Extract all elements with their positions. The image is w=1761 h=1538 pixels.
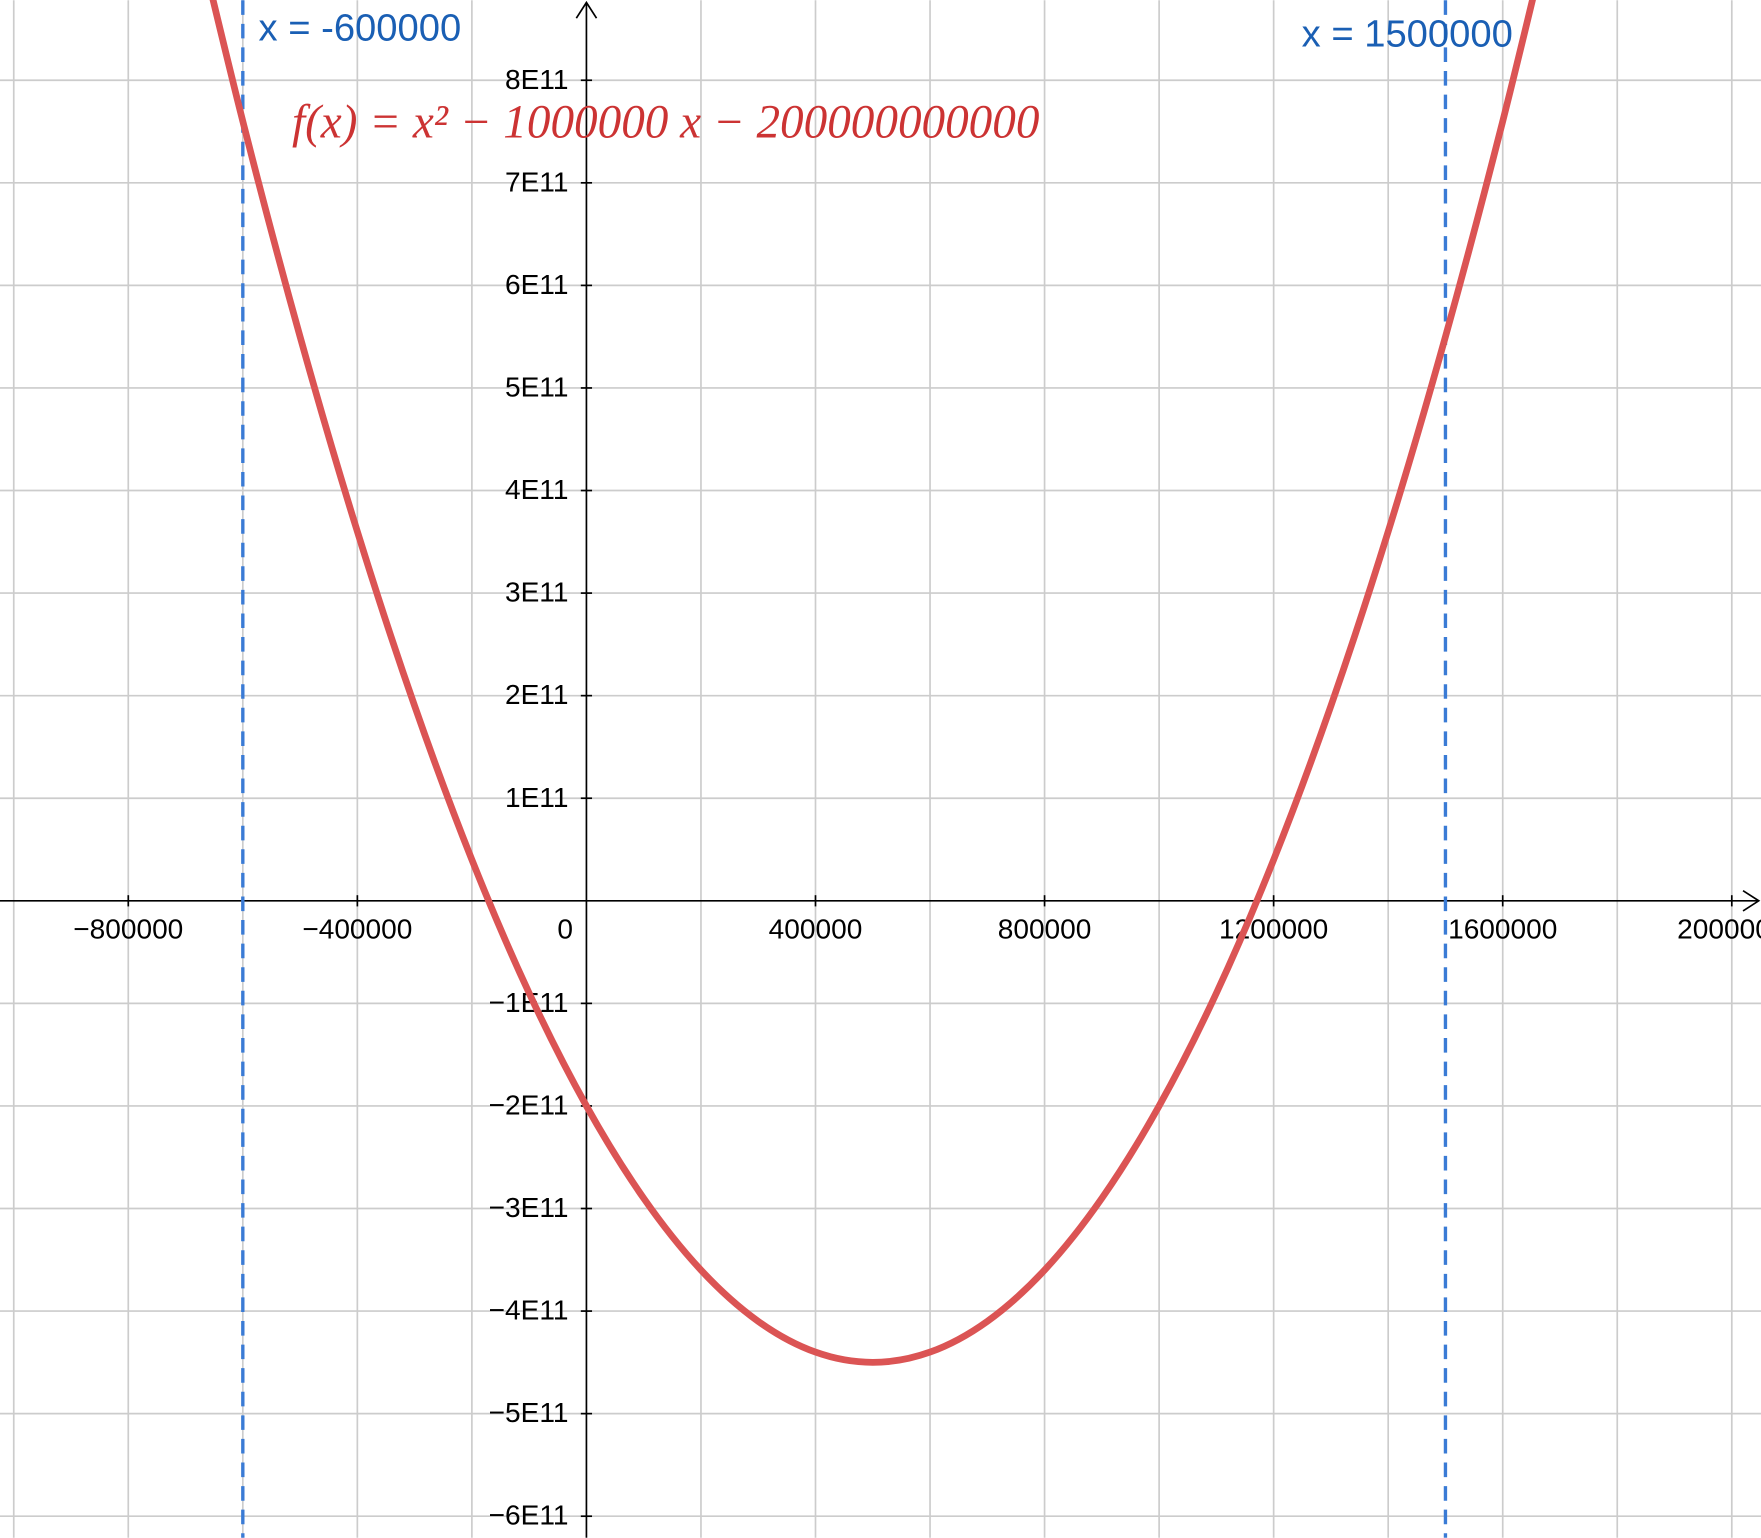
plot: x = -600000 x = 1500000 [209,0,1536,1538]
vertical-line-label: x = 1500000 [1302,12,1513,55]
y-tick-label: −3E11 [489,1192,569,1223]
y-tick-label: −2E11 [489,1089,569,1120]
vertical-line-label: x = -600000 [259,7,462,50]
x-tick-label: 1200000 [1219,914,1328,945]
x-tick-label: −800000 [73,914,183,945]
x-tick-label: 2000000 [1677,914,1761,945]
y-tick-label: 4E11 [505,474,568,505]
x-axis-arrow [1742,889,1761,912]
y-axis-arrow [575,0,598,19]
function-curve [209,0,1536,1366]
y-tick-label: −4E11 [489,1295,569,1326]
y-tick-label: 7E11 [505,166,568,197]
x-tick-label: 1600000 [1448,914,1557,945]
y-tick-label: 8E11 [505,64,568,95]
y-tick-label: −6E11 [489,1500,569,1531]
y-tick-label: 3E11 [505,577,568,608]
y-tick-label: 1E11 [505,782,568,813]
x-tick-label: −400000 [302,914,412,945]
function-label: f(x) = x² − 1000000 x − 200000000000 [292,96,1039,148]
y-tick-label: 5E11 [505,372,568,403]
x-tick-label: 800000 [998,914,1092,945]
x-tick-label: 0 [557,914,573,945]
y-tick-label: −5E11 [489,1397,569,1428]
y-tick-label: 2E11 [505,679,568,710]
x-tick-label: 400000 [769,914,863,945]
y-tick-label: 6E11 [505,269,568,300]
